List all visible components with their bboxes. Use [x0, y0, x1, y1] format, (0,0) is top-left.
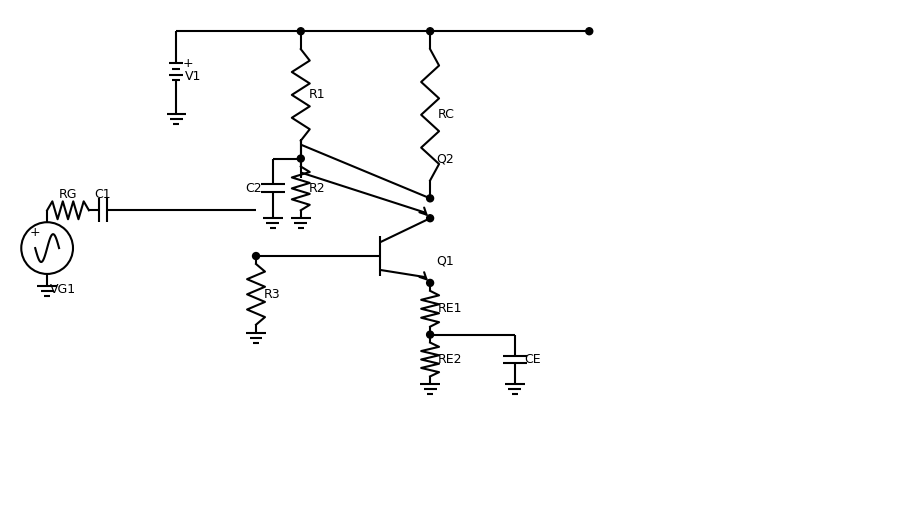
- Text: R2: R2: [309, 182, 325, 195]
- Circle shape: [297, 155, 305, 162]
- Circle shape: [427, 28, 433, 35]
- Text: +: +: [30, 225, 41, 239]
- Text: C1: C1: [95, 188, 111, 201]
- Text: CE: CE: [524, 353, 542, 366]
- Circle shape: [427, 195, 433, 202]
- Circle shape: [252, 252, 259, 260]
- Text: R3: R3: [264, 288, 280, 301]
- Text: VG1: VG1: [50, 284, 77, 296]
- Circle shape: [297, 28, 305, 35]
- Text: V1: V1: [185, 70, 201, 83]
- Circle shape: [427, 331, 433, 338]
- Circle shape: [427, 279, 433, 286]
- Text: RC: RC: [438, 108, 455, 121]
- Text: Q2: Q2: [436, 152, 454, 165]
- Text: RG: RG: [59, 188, 77, 201]
- Text: Q1: Q1: [436, 254, 454, 268]
- Circle shape: [427, 215, 433, 222]
- Circle shape: [586, 28, 593, 35]
- Text: RE2: RE2: [438, 353, 462, 366]
- Text: C2: C2: [245, 182, 261, 195]
- Text: RE1: RE1: [438, 302, 462, 315]
- Text: R1: R1: [309, 88, 325, 101]
- Text: +: +: [182, 57, 193, 70]
